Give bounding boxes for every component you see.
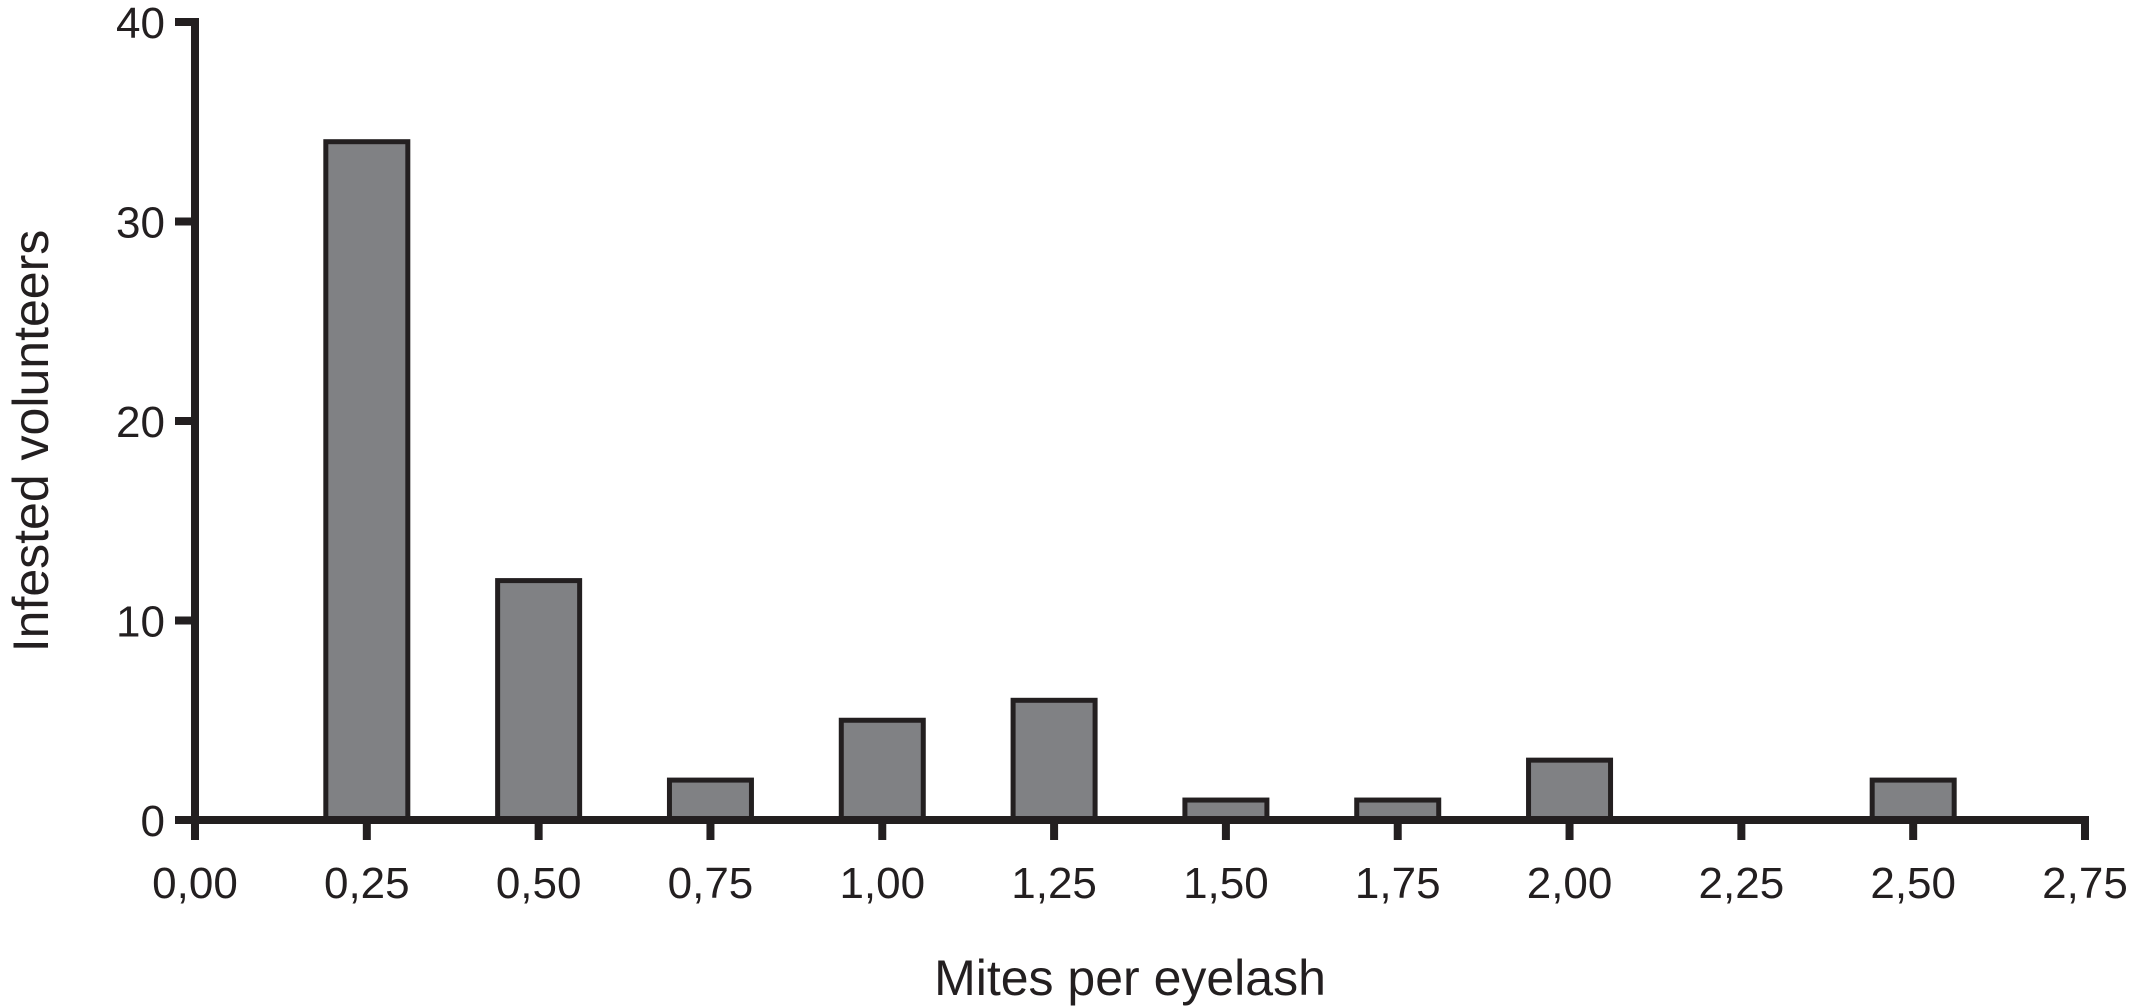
x-tick-label: 0,75: [668, 859, 754, 908]
x-tick-label: 0,50: [496, 859, 582, 908]
x-tick-label: 2,25: [1699, 859, 1785, 908]
bar-1-25: [1010, 697, 1098, 823]
x-tick-label: 2,50: [1870, 859, 1956, 908]
x-tick-label: 0,25: [324, 859, 410, 908]
y-tick-label: 20: [116, 398, 165, 447]
y-axis-title: Infested volunteers: [3, 230, 59, 653]
x-tick-label: 1,75: [1355, 859, 1441, 908]
y-ticks-group: 0 10 20 30 40: [116, 0, 195, 846]
x-axis-title: Mites per eyelash: [934, 950, 1326, 1006]
y-tick-label: 30: [116, 199, 165, 248]
x-tick-label: 2,75: [2042, 859, 2128, 908]
y-tick-label: 10: [116, 598, 165, 647]
x-ticks-group: 0,00 0,25 0,50 0,75 1,00 1,25 1,50 1,75 2,00 2,25…: [152, 820, 2128, 908]
x-tick-label: 1,25: [1011, 859, 1097, 908]
bar-2-00: [1526, 757, 1614, 823]
bar-0-50: [495, 578, 583, 823]
bar-1-00: [838, 717, 926, 823]
x-tick-label: 1,00: [839, 859, 925, 908]
y-tick-label: 0: [141, 797, 165, 846]
bar-2-50: [1869, 777, 1957, 823]
y-tick-label: 40: [116, 0, 165, 48]
x-tick-label: 2,00: [1527, 859, 1613, 908]
bar-0-25: [323, 139, 411, 823]
axes-group: [175, 18, 2089, 840]
x-tick-label: 1,50: [1183, 859, 1269, 908]
bars-group: [323, 139, 1957, 823]
x-tick-label: 0,00: [152, 859, 238, 908]
bar-0-75: [666, 777, 754, 823]
